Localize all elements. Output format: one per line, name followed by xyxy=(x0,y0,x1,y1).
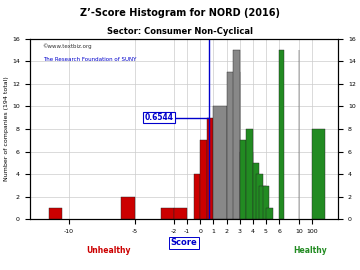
Bar xyxy=(226,72,240,220)
Bar xyxy=(233,50,240,220)
Bar xyxy=(240,152,253,220)
Bar xyxy=(194,174,200,220)
Text: Z’-Score Histogram for NORD (2016): Z’-Score Histogram for NORD (2016) xyxy=(80,8,280,18)
Bar xyxy=(263,185,269,220)
Bar xyxy=(213,106,226,220)
Bar xyxy=(279,50,284,220)
Bar xyxy=(253,163,260,220)
Text: 0.6544: 0.6544 xyxy=(144,113,174,122)
Bar xyxy=(260,185,266,220)
Bar xyxy=(240,140,246,220)
Bar xyxy=(161,208,174,220)
Bar xyxy=(49,208,62,220)
Text: ©www.textbiz.org: ©www.textbiz.org xyxy=(43,43,92,49)
Bar xyxy=(200,140,207,220)
Text: Unhealthy: Unhealthy xyxy=(86,246,131,255)
X-axis label: Score: Score xyxy=(171,238,197,247)
Bar xyxy=(312,129,325,220)
Bar xyxy=(256,174,263,220)
Text: The Research Foundation of SUNY: The Research Foundation of SUNY xyxy=(43,57,136,62)
Bar xyxy=(266,208,273,220)
Text: Sector: Consumer Non-Cyclical: Sector: Consumer Non-Cyclical xyxy=(107,27,253,36)
Bar xyxy=(121,197,135,220)
Bar xyxy=(207,118,213,220)
Bar xyxy=(174,208,187,220)
Bar xyxy=(246,129,253,220)
Y-axis label: Number of companies (194 total): Number of companies (194 total) xyxy=(4,77,9,181)
Text: Healthy: Healthy xyxy=(293,246,327,255)
